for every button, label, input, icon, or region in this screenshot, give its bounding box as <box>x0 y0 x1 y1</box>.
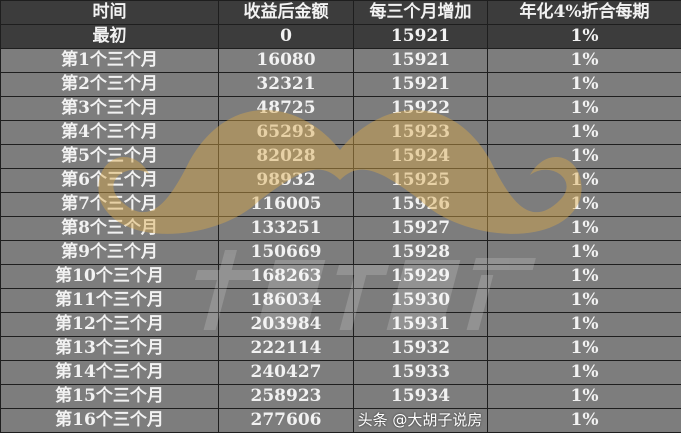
table-cell: 1% <box>488 265 681 289</box>
table-cell: 15928 <box>354 241 488 265</box>
table-cell: 1% <box>488 361 681 385</box>
table-cell: 15933 <box>354 361 488 385</box>
table-cell: 82028 <box>219 145 354 169</box>
header-cell: 年化4%折合每期 <box>488 1 681 25</box>
table-cell: 1% <box>488 25 681 49</box>
table-cell: 15925 <box>354 169 488 193</box>
table-cell: 15931 <box>354 313 488 337</box>
table-cell: 15922 <box>354 97 488 121</box>
table-cell: 1% <box>488 193 681 217</box>
table-cell: 1% <box>488 121 681 145</box>
table-cell: 1% <box>488 97 681 121</box>
table-cell: 第10个三个月 <box>1 265 219 289</box>
table-cell: 15924 <box>354 145 488 169</box>
table-cell: 0 <box>219 25 354 49</box>
table-cell: 第3个三个月 <box>1 97 219 121</box>
table-cell: 186034 <box>219 289 354 313</box>
table-cell: 15932 <box>354 337 488 361</box>
header-cell: 收益后金额 <box>219 1 354 25</box>
table-cell: 203984 <box>219 313 354 337</box>
table-cell: 第13个三个月 <box>1 337 219 361</box>
table-cell: 15921 <box>354 73 488 97</box>
table-cell: 第11个三个月 <box>1 289 219 313</box>
table-cell: 1% <box>488 145 681 169</box>
table-cell: 15921 <box>354 49 488 73</box>
table-cell: 第15个三个月 <box>1 385 219 409</box>
table-cell: 48725 <box>219 97 354 121</box>
table-cell: 第1个三个月 <box>1 49 219 73</box>
table-cell: 150669 <box>219 241 354 265</box>
table-cell: 第16个三个月 <box>1 409 219 433</box>
table-cell: 116005 <box>219 193 354 217</box>
table-cell: 15927 <box>354 217 488 241</box>
table-cell: 98932 <box>219 169 354 193</box>
table-cell: 15930 <box>354 289 488 313</box>
table-cell: 最初 <box>1 25 219 49</box>
table-cell: 第2个三个月 <box>1 73 219 97</box>
table-cell: 1% <box>488 289 681 313</box>
table-cell: 15929 <box>354 265 488 289</box>
table-cell: 1% <box>488 241 681 265</box>
table-cell: 16080 <box>219 49 354 73</box>
table-cell: 15921 <box>354 25 488 49</box>
table-cell: 32321 <box>219 73 354 97</box>
table-cell: 65293 <box>219 121 354 145</box>
table-cell: 第9个三个月 <box>1 241 219 265</box>
table-cell: 第5个三个月 <box>1 145 219 169</box>
table-cell: 15926 <box>354 193 488 217</box>
table-cell: 第7个三个月 <box>1 193 219 217</box>
table-cell: 1% <box>488 313 681 337</box>
table-cell: 1% <box>488 337 681 361</box>
table-cell: 1% <box>488 169 681 193</box>
table-cell: 第14个三个月 <box>1 361 219 385</box>
table-cell: 1% <box>488 409 681 433</box>
table-cell: 第6个三个月 <box>1 169 219 193</box>
table-cell: 第4个三个月 <box>1 121 219 145</box>
header-cell: 时间 <box>1 1 219 25</box>
footer-watermark: 头条 @大胡子说房 <box>356 409 484 431</box>
table-cell: 168263 <box>219 265 354 289</box>
table-cell: 277606 <box>219 409 354 433</box>
table-cell: 15923 <box>354 121 488 145</box>
table-cell: 1% <box>488 73 681 97</box>
table-cell: 258923 <box>219 385 354 409</box>
table-cell: 222114 <box>219 337 354 361</box>
table-cell: 240427 <box>219 361 354 385</box>
table-cell: 第8个三个月 <box>1 217 219 241</box>
table-cell: 1% <box>488 385 681 409</box>
table-cell: 133251 <box>219 217 354 241</box>
table-cell: 15934 <box>354 385 488 409</box>
table-cell: 第12个三个月 <box>1 313 219 337</box>
table-cell: 1% <box>488 217 681 241</box>
header-row: 时间 收益后金额 每三个月增加 年化4%折合每期 <box>1 1 681 25</box>
header-cell: 每三个月增加 <box>354 1 488 25</box>
table-cell: 1% <box>488 49 681 73</box>
